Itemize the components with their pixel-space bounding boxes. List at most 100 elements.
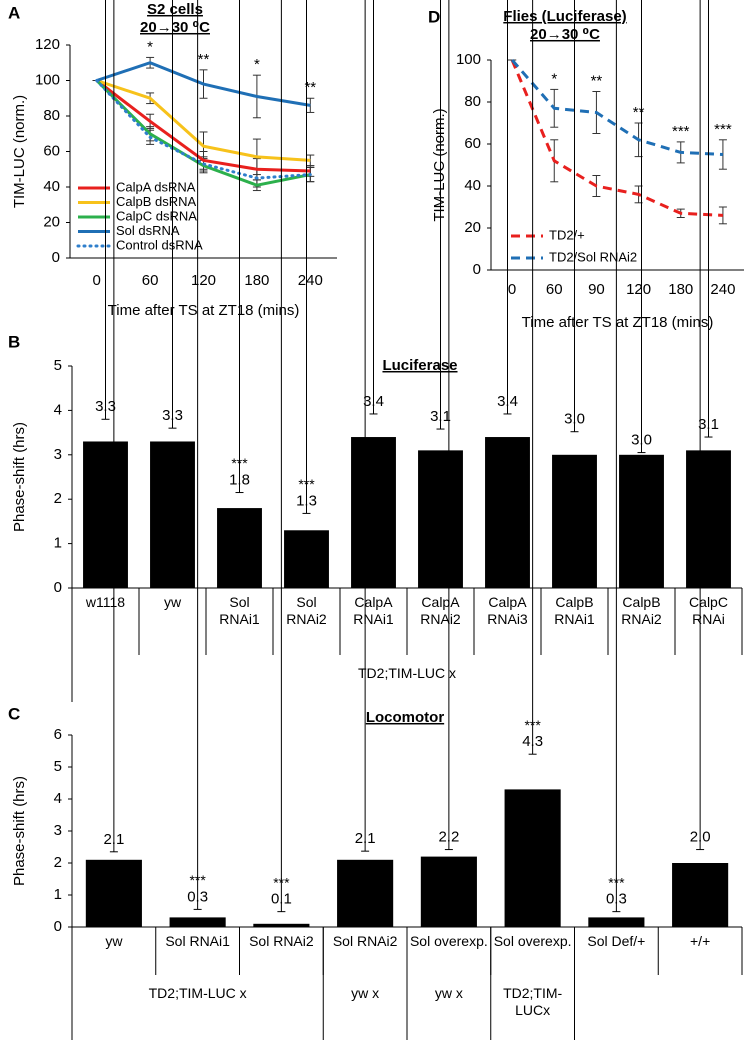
- y-tick-label: 4: [54, 401, 62, 418]
- chart-title: Locomotor: [366, 709, 444, 726]
- y-tick-label: 1: [54, 886, 62, 903]
- x-tick-label: CalpB RNAi1: [554, 594, 595, 627]
- value-label: 3.1: [698, 416, 719, 433]
- panel-label: C: [8, 704, 20, 723]
- group-label: yw x: [351, 985, 380, 1001]
- panel-label: A: [8, 3, 20, 22]
- value-label: 1.3: [296, 492, 317, 509]
- legend-label: TD2/+: [549, 227, 585, 242]
- y-tick-label: 6: [54, 726, 62, 743]
- x-tick-label: Sol RNAi2: [332, 933, 398, 949]
- chart-title: Luciferase: [382, 357, 457, 374]
- bar: [418, 450, 463, 588]
- legend-label: Control dsRNA: [116, 237, 203, 252]
- value-label: 2.1: [355, 830, 376, 847]
- x-tick-label: w1118: [85, 594, 126, 610]
- significance: **: [591, 72, 603, 89]
- y-tick-label: 5: [54, 758, 62, 775]
- value-label: 3.4: [497, 393, 518, 410]
- significance: **: [198, 51, 210, 68]
- significance: ***: [231, 455, 248, 471]
- significance: **: [633, 104, 645, 121]
- y-tick-label: 0: [52, 249, 60, 266]
- series-line: [96, 79, 311, 162]
- y-tick-label: 80: [464, 93, 481, 110]
- legend-label: TD2/Sol RNAi2: [549, 249, 637, 264]
- legend-label: Sol dsRNA: [116, 223, 180, 238]
- x-tick-label: 60: [546, 281, 563, 298]
- series-line: [95, 79, 312, 180]
- value-label: 1.8: [229, 472, 250, 489]
- bar: [619, 454, 664, 588]
- bar: [552, 454, 597, 588]
- panel-label: D: [428, 7, 440, 26]
- significance: ***: [714, 121, 732, 138]
- y-tick-label: 80: [43, 107, 60, 124]
- bar: [253, 923, 310, 927]
- x-tick-label: 240: [710, 281, 735, 298]
- y-tick-label: 60: [43, 142, 60, 159]
- bar: [85, 859, 142, 927]
- value-label: 2.0: [690, 829, 711, 846]
- x-tick-label: yw: [163, 594, 182, 610]
- significance: ***: [672, 123, 690, 140]
- bar: [284, 530, 329, 588]
- x-tick-label: CalpA RNAi3: [487, 594, 528, 627]
- chart-subtitle: 20→30 ⁰C: [140, 19, 210, 36]
- significance: ***: [524, 717, 541, 733]
- x-tick-label: CalpC RNAi: [689, 594, 728, 627]
- x-tick-label: CalpA RNAi2: [420, 594, 461, 627]
- x-tick-label: 120: [626, 281, 651, 298]
- y-tick-label: 120: [35, 36, 60, 53]
- x-tick-label: 0: [93, 272, 101, 289]
- y-tick-label: 100: [456, 51, 481, 68]
- x-axis-label: Time after TS at ZT18 (mins): [108, 302, 300, 319]
- bar: [686, 450, 731, 588]
- x-tick-label: 90: [588, 281, 605, 298]
- x-tick-label: yw: [105, 933, 123, 949]
- y-tick-label: 0: [54, 918, 62, 935]
- chart-title: S2 cells: [147, 1, 203, 18]
- x-tick-label: 60: [142, 272, 159, 289]
- y-tick-label: 20: [43, 213, 60, 230]
- series-line: [510, 59, 723, 217]
- significance: *: [147, 38, 153, 55]
- x-tick-label: Sol RNAi1: [219, 594, 260, 627]
- y-tick-label: 2: [54, 490, 62, 507]
- y-tick-label: 0: [473, 261, 481, 278]
- x-tick-label: CalpB RNAi2: [621, 594, 662, 627]
- chart-title: Flies (Luciferase): [503, 8, 626, 25]
- x-tick-label: Sol RNAi2: [286, 594, 327, 627]
- group-label: yw x: [434, 985, 463, 1001]
- series-line: [95, 79, 311, 173]
- significance: *: [551, 70, 557, 87]
- bar: [504, 789, 561, 927]
- y-tick-label: 20: [464, 219, 481, 236]
- x-tick-label: 0: [508, 281, 516, 298]
- x-tick-label: Sol overexp.: [493, 933, 572, 949]
- x-tick-label: 180: [244, 272, 269, 289]
- value-label: 0.3: [187, 888, 208, 905]
- legend-label: CalpA dsRNA: [116, 179, 196, 194]
- bar: [169, 917, 226, 927]
- chart-subtitle: 20→30 ⁰C: [530, 26, 600, 43]
- panel-label: B: [8, 332, 20, 351]
- bar: [351, 437, 396, 588]
- series-line: [95, 79, 311, 187]
- value-label: 3.3: [95, 398, 116, 415]
- series-line: [510, 59, 723, 156]
- value-label: 3.0: [564, 411, 585, 428]
- y-tick-label: 2: [54, 854, 62, 871]
- value-label: 3.1: [430, 408, 451, 425]
- significance: ***: [189, 872, 206, 888]
- x-tick-label: Sol RNAi1: [165, 933, 230, 949]
- significance: ***: [273, 874, 290, 890]
- x-tick-label: Sol overexp.: [409, 933, 488, 949]
- y-tick-label: 60: [464, 135, 481, 152]
- significance: **: [304, 79, 316, 96]
- x-tick-label: Sol Def/+: [587, 933, 646, 949]
- significance: *: [254, 56, 260, 73]
- bar: [420, 856, 477, 927]
